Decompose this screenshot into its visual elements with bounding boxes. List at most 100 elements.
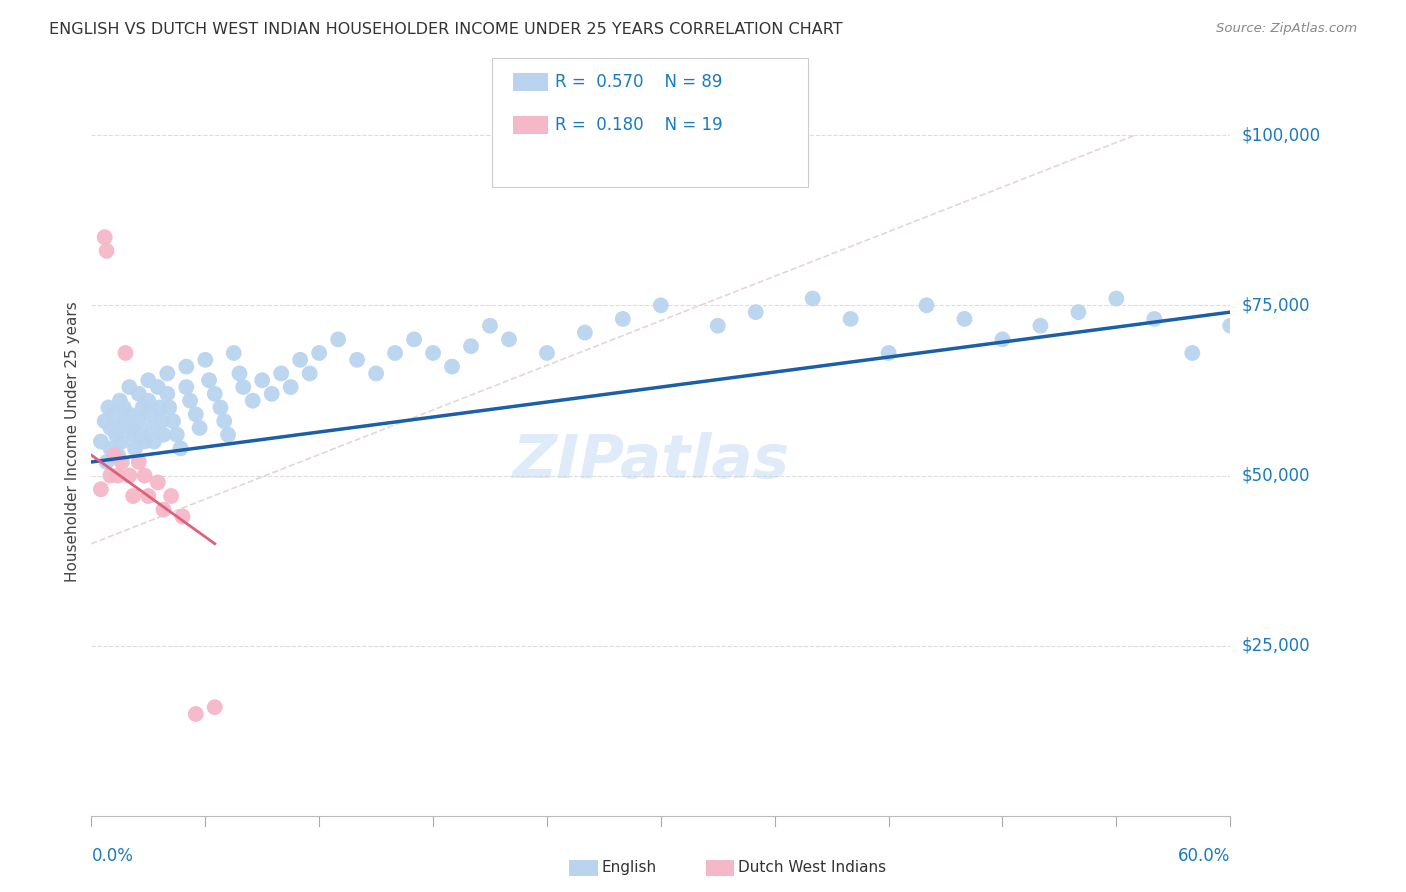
Point [290,352,312,367]
Point [991,332,1014,346]
Text: R =  0.180    N = 19: R = 0.180 N = 19 [555,116,723,134]
Text: R =  0.570    N = 89: R = 0.570 N = 89 [555,73,723,91]
Point [122,427,145,442]
Point [141,421,163,435]
Point [108,393,131,408]
Point [150,414,173,428]
Point [270,367,292,381]
Point [134,434,156,449]
Point [1143,312,1166,326]
Point [134,468,156,483]
Point [422,346,444,360]
Point [1219,318,1241,333]
Point [156,387,179,401]
Point [441,359,464,374]
Point [801,292,824,306]
Point [478,318,501,333]
Point [103,448,125,462]
Point [574,326,596,340]
Point [877,346,900,360]
Point [404,332,426,346]
Point [498,332,520,346]
Point [128,414,150,428]
Text: Source: ZipAtlas.com: Source: ZipAtlas.com [1216,22,1357,36]
Point [1181,346,1204,360]
Point [536,346,558,360]
Point [111,434,134,449]
Point [915,298,938,312]
Point [105,427,128,442]
Point [745,305,768,319]
Point [384,346,406,360]
Point [346,352,368,367]
Point [839,312,862,326]
Point [308,346,330,360]
Point [364,367,387,381]
Point [93,414,115,428]
Point [460,339,482,353]
Y-axis label: Householder Income Under 25 years: Householder Income Under 25 years [65,301,80,582]
Text: English: English [602,861,657,875]
Point [174,380,197,394]
Point [152,502,174,516]
Point [160,489,183,503]
Point [152,427,174,442]
Point [250,373,273,387]
Point [280,380,302,394]
Point [204,700,226,714]
Point [228,367,250,381]
Point [120,421,142,435]
Point [138,489,160,503]
Point [143,434,166,449]
Point [98,421,121,435]
Point [107,468,129,483]
Point [326,332,349,346]
Point [260,387,283,401]
Point [107,448,129,462]
Point [157,401,180,415]
Point [138,373,160,387]
Point [112,401,135,415]
Point [128,387,150,401]
Point [172,509,194,524]
Point [650,298,672,312]
Text: ENGLISH VS DUTCH WEST INDIAN HOUSEHOLDER INCOME UNDER 25 YEARS CORRELATION CHART: ENGLISH VS DUTCH WEST INDIAN HOUSEHOLDER… [49,22,842,37]
Point [204,387,226,401]
Point [96,244,118,258]
Point [118,380,141,394]
Point [188,421,211,435]
Point [612,312,634,326]
Point [1067,305,1090,319]
Point [103,407,125,421]
Text: 60.0%: 60.0% [1178,847,1230,864]
Point [114,414,136,428]
Point [98,468,121,483]
Point [162,414,184,428]
Point [156,367,179,381]
Point [90,434,112,449]
Point [118,468,141,483]
Text: $25,000: $25,000 [1241,637,1310,655]
Text: Dutch West Indians: Dutch West Indians [738,861,886,875]
Point [98,442,121,456]
Point [129,427,152,442]
Point [111,455,134,469]
Point [169,442,191,456]
Text: $50,000: $50,000 [1241,467,1310,484]
Point [118,407,141,421]
Point [1029,318,1052,333]
Point [97,401,120,415]
Point [242,393,264,408]
Point [122,489,145,503]
Point [174,359,197,374]
Point [149,401,172,415]
Point [217,427,239,442]
Text: ZIPatlas: ZIPatlas [513,433,790,491]
Point [138,393,160,408]
Point [1105,292,1128,306]
Point [131,401,153,415]
Point [184,407,207,421]
Point [108,421,131,435]
Text: $75,000: $75,000 [1241,296,1310,314]
Point [214,414,236,428]
